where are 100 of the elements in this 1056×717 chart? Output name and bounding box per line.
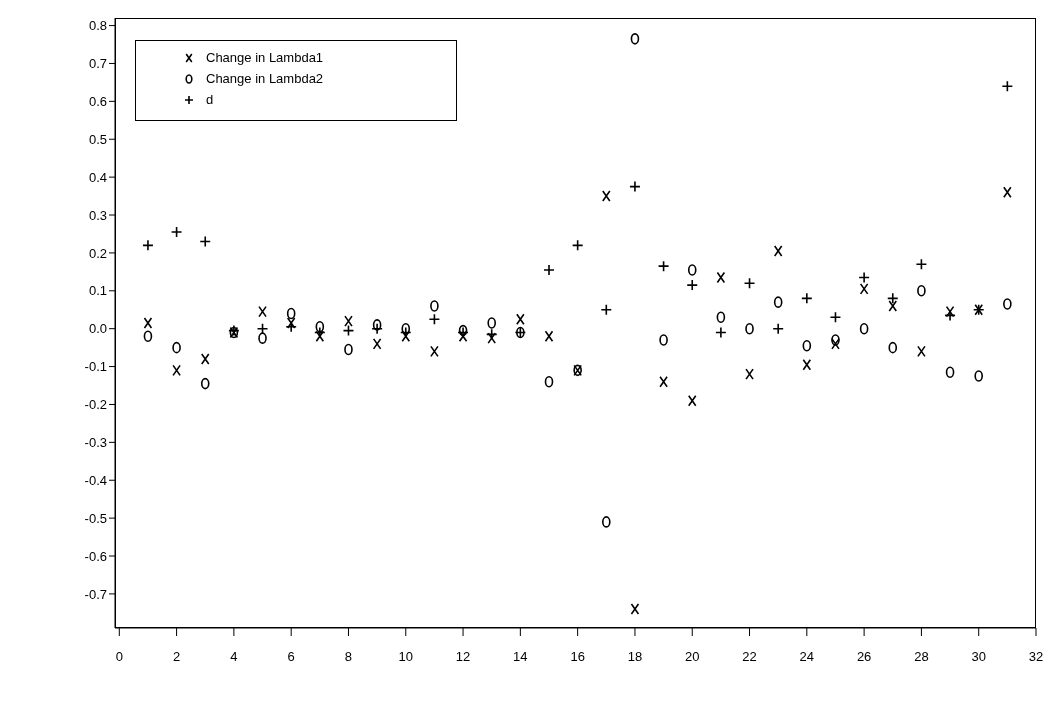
- point: [258, 332, 267, 344]
- x-tick-label: 18: [627, 649, 643, 665]
- y-tick-label: 0.2: [88, 245, 107, 261]
- point: [858, 271, 870, 284]
- y-tick-label: -0.3: [84, 434, 107, 450]
- point: [831, 334, 840, 346]
- y-tick-label: -0.7: [84, 586, 107, 602]
- point: [458, 330, 468, 343]
- y-tick-label: -0.5: [84, 510, 107, 526]
- point: [372, 338, 382, 350]
- x-tick-label: 26: [856, 649, 872, 665]
- point: [715, 326, 727, 339]
- point: [544, 375, 554, 388]
- x-tick-label: 2: [172, 649, 181, 665]
- point: [200, 377, 210, 390]
- point: [687, 264, 697, 276]
- x-tick-label: 28: [914, 649, 929, 665]
- point: [1003, 298, 1012, 310]
- point: [315, 320, 325, 333]
- point: [801, 292, 813, 305]
- x-tick-label: 8: [344, 649, 353, 665]
- x-tick-label: 0: [115, 649, 123, 665]
- y-tick-label: 0.1: [88, 283, 107, 299]
- point: [543, 264, 555, 276]
- point: [915, 258, 928, 271]
- x-tick-label: 12: [455, 649, 471, 665]
- point: [686, 279, 699, 291]
- point: [600, 303, 613, 316]
- point: [945, 305, 955, 318]
- point: [143, 317, 153, 329]
- point: [745, 368, 754, 380]
- point: [200, 353, 210, 365]
- point: [772, 322, 784, 335]
- x-tick-label: 24: [799, 649, 815, 665]
- x-tick-label: 10: [398, 649, 413, 665]
- point: [659, 334, 668, 346]
- x-tick-label: 6: [287, 649, 295, 665]
- point: [859, 283, 869, 295]
- point: [831, 338, 840, 350]
- point: [630, 603, 640, 615]
- point: [143, 330, 153, 343]
- point: [571, 239, 584, 252]
- point: [544, 330, 554, 343]
- point: [1001, 80, 1014, 92]
- point: [687, 394, 697, 407]
- point: [344, 315, 353, 327]
- y-tick-label: 0.0: [88, 321, 107, 337]
- point: [315, 330, 325, 343]
- point: [602, 190, 611, 202]
- y-tick-label: 0.5: [88, 131, 107, 147]
- x-tick-label: 30: [971, 649, 986, 665]
- point: [802, 339, 812, 352]
- x-tick-label: 32: [1028, 649, 1044, 665]
- x-tick-label: 14: [513, 649, 528, 665]
- y-tick-label: 0.6: [88, 93, 107, 109]
- point: [170, 226, 183, 238]
- x-tick-label: 20: [685, 649, 700, 665]
- x-tick-label: 4: [230, 649, 238, 665]
- y-tick-label: 0.3: [88, 207, 107, 223]
- point: [629, 180, 641, 193]
- point: [716, 311, 726, 324]
- point: [372, 319, 382, 331]
- point: [401, 330, 411, 343]
- point: [859, 322, 869, 335]
- point: [142, 239, 154, 252]
- y-tick-label: 0.8: [88, 18, 107, 34]
- point: [773, 296, 783, 308]
- point: [487, 332, 497, 344]
- point: [286, 317, 296, 329]
- x-tick-label: 16: [570, 649, 585, 665]
- point: [485, 328, 498, 341]
- y-tick-label: -0.2: [84, 397, 107, 413]
- point: [314, 326, 326, 339]
- point: [974, 370, 984, 382]
- point: [945, 366, 955, 379]
- y-tick-label: -0.1: [84, 359, 107, 375]
- point: [199, 235, 212, 248]
- point: [285, 320, 297, 333]
- point: [743, 277, 756, 290]
- point: [773, 245, 783, 257]
- point: [657, 260, 670, 272]
- point: [716, 271, 726, 284]
- point: [487, 317, 497, 329]
- point: [371, 322, 383, 335]
- point: [430, 300, 439, 312]
- point: [802, 358, 812, 371]
- point: [286, 307, 296, 320]
- point: [888, 341, 898, 354]
- legend-label: d: [206, 92, 214, 107]
- x-tick-label: 22: [742, 649, 757, 665]
- y-tick-label: 0.7: [88, 56, 107, 72]
- y-tick-label: 0.4: [88, 169, 107, 185]
- point: [399, 326, 412, 339]
- legend-label: Change in Lambda2: [206, 71, 324, 86]
- legend-label: Change in Lambda1: [206, 50, 324, 65]
- y-tick-label: -0.4: [84, 472, 107, 488]
- point: [917, 285, 926, 297]
- point: [428, 313, 441, 326]
- point: [829, 311, 842, 324]
- point: [630, 33, 640, 45]
